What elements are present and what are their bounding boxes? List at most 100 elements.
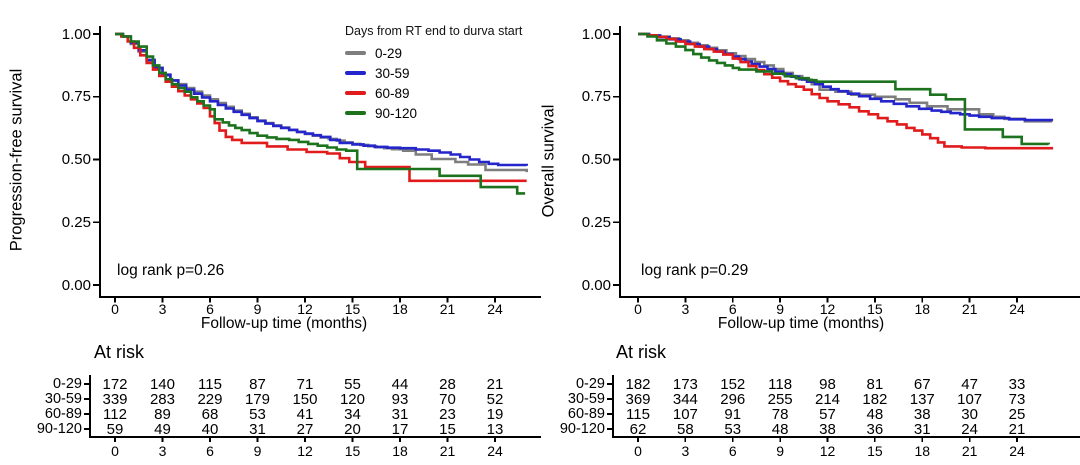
x-tick-label: 9 bbox=[776, 301, 785, 317]
risk-count: 27 bbox=[296, 420, 314, 438]
risk-count: 41 bbox=[296, 405, 314, 423]
risk-time-label: 18 bbox=[914, 443, 931, 459]
risk-count: 140 bbox=[149, 375, 175, 393]
legend: Days from RT end to durva start 0-29 30-5… bbox=[345, 24, 522, 123]
at-risk-header-os: At risk bbox=[616, 342, 667, 362]
risk-time-label: 6 bbox=[728, 443, 737, 459]
risk-time-label: 24 bbox=[487, 443, 503, 459]
risk-row-label: 60-89 bbox=[44, 406, 82, 422]
risk-time-label: 15 bbox=[867, 443, 883, 459]
risk-count: 137 bbox=[909, 390, 935, 408]
risk-count: 13 bbox=[486, 420, 504, 438]
risk-count: 47 bbox=[961, 375, 978, 393]
risk-count: 173 bbox=[672, 375, 698, 393]
risk-count: 48 bbox=[771, 420, 789, 438]
legend-entries: 0-29 30-59 60-89 90-120 bbox=[345, 43, 522, 123]
y-tick-label: 1.00 bbox=[581, 25, 611, 43]
risk-time-label: 12 bbox=[819, 443, 836, 459]
risk-count: 53 bbox=[724, 420, 742, 438]
risk-count: 21 bbox=[486, 375, 504, 393]
x-tick-label: 21 bbox=[961, 301, 978, 317]
risk-count: 115 bbox=[626, 405, 650, 423]
y-tick-label: 1.00 bbox=[61, 25, 91, 43]
risk-count: 71 bbox=[296, 375, 314, 393]
risk-time-label: 21 bbox=[439, 443, 456, 459]
risk-time-label: 24 bbox=[1009, 443, 1025, 459]
risk-count: 52 bbox=[486, 390, 504, 408]
risk-count: 182 bbox=[862, 390, 888, 408]
y-tick-label: 0.00 bbox=[581, 276, 611, 294]
risk-time-label: 3 bbox=[158, 443, 167, 459]
x-tick-label: 18 bbox=[392, 301, 408, 317]
risk-count: 89 bbox=[154, 405, 171, 423]
risk-count: 31 bbox=[391, 405, 409, 423]
risk-count: 70 bbox=[439, 390, 456, 408]
x-tick-label: 18 bbox=[914, 301, 931, 317]
risk-count: 107 bbox=[672, 405, 698, 423]
risk-count: 68 bbox=[201, 405, 219, 423]
risk-count: 58 bbox=[677, 420, 694, 438]
risk-count: 21 bbox=[1008, 420, 1026, 438]
x-tick-label: 24 bbox=[487, 301, 503, 317]
y-tick-label: 0.50 bbox=[581, 151, 611, 168]
legend-entry-label: 0-29 bbox=[375, 45, 403, 61]
x-tick-label: 3 bbox=[681, 301, 690, 317]
y-tick-label: 0.00 bbox=[61, 276, 91, 294]
km-curve-60-89 bbox=[638, 32, 1054, 150]
risk-time-label: 9 bbox=[776, 443, 785, 459]
risk-count: 48 bbox=[866, 405, 884, 423]
logrank-annotation-os: log rank p=0.29 bbox=[641, 262, 749, 279]
legend-swatch-icon bbox=[345, 111, 366, 115]
x-tick-label: 15 bbox=[867, 301, 883, 317]
risk-count: 20 bbox=[344, 420, 361, 438]
risk-count: 23 bbox=[439, 405, 456, 423]
risk-row-label: 0-29 bbox=[575, 376, 605, 392]
risk-row-label: 90-120 bbox=[559, 421, 605, 437]
legend-swatch-icon bbox=[345, 51, 366, 55]
risk-count: 339 bbox=[102, 390, 128, 408]
risk-count: 255 bbox=[767, 390, 793, 408]
risk-count: 112 bbox=[103, 405, 127, 423]
km-curve-90-120 bbox=[638, 32, 1050, 146]
risk-row-label: 30-59 bbox=[567, 391, 605, 407]
risk-count: 25 bbox=[1008, 405, 1026, 423]
risk-count: 87 bbox=[249, 375, 266, 393]
y-axis-title-pfs: Progression-free survival bbox=[7, 68, 26, 252]
risk-count: 31 bbox=[913, 420, 931, 438]
legend-entry-label: 90-120 bbox=[375, 105, 418, 121]
risk-count: 49 bbox=[154, 420, 171, 438]
legend-entry-30-59: 30-59 bbox=[345, 63, 522, 83]
risk-count: 40 bbox=[201, 420, 219, 438]
legend-swatch-icon bbox=[345, 71, 366, 75]
risk-count: 33 bbox=[1008, 375, 1026, 393]
x-tick-label: 9 bbox=[253, 301, 262, 317]
x-axis-title-pfs: Follow-up time (months) bbox=[200, 315, 368, 332]
risk-count: 44 bbox=[391, 375, 409, 393]
risk-count: 283 bbox=[149, 390, 175, 408]
risk-count: 182 bbox=[625, 375, 651, 393]
legend-title: Days from RT end to durva start bbox=[345, 24, 523, 38]
risk-count: 19 bbox=[486, 405, 504, 423]
at-risk-header-pfs: At risk bbox=[94, 342, 145, 362]
risk-count: 115 bbox=[198, 375, 222, 393]
legend-entry-0-29: 0-29 bbox=[345, 43, 522, 63]
y-tick-label: 0.25 bbox=[581, 213, 611, 231]
risk-time-label: 18 bbox=[392, 443, 408, 459]
risk-count: 172 bbox=[102, 375, 128, 393]
km-curve-60-89 bbox=[115, 32, 527, 183]
risk-count: 62 bbox=[629, 420, 647, 438]
x-tick-label: 3 bbox=[158, 301, 167, 317]
risk-time-label: 6 bbox=[206, 443, 214, 459]
risk-count: 107 bbox=[957, 390, 983, 408]
legend-swatch-icon bbox=[345, 91, 366, 95]
y-tick-label: 0.75 bbox=[581, 88, 611, 106]
risk-count: 67 bbox=[913, 375, 931, 393]
risk-count: 229 bbox=[197, 390, 223, 408]
risk-count: 53 bbox=[249, 405, 266, 423]
y-tick-label: 0.75 bbox=[61, 88, 91, 106]
risk-time-label: 15 bbox=[344, 443, 361, 459]
x-tick-label: 12 bbox=[297, 301, 313, 317]
logrank-annotation-pfs: log rank p=0.26 bbox=[117, 262, 225, 279]
